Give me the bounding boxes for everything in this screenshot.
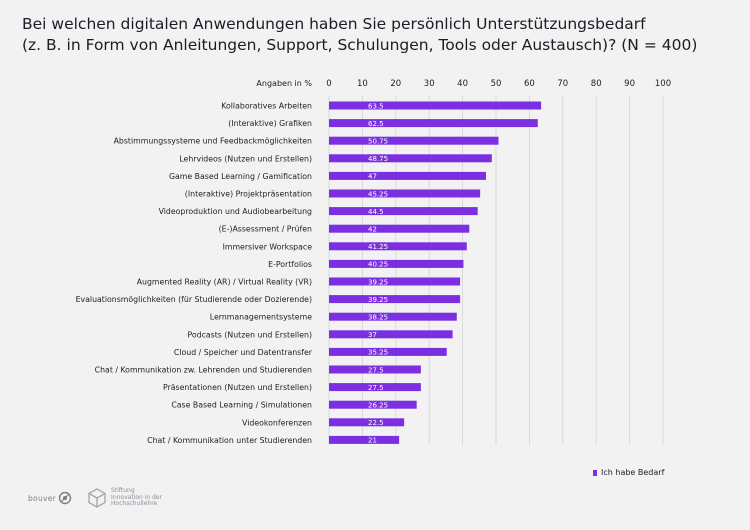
category-label: Chat / Kommunikation zw. Lehrenden und S… (95, 366, 312, 375)
bar (329, 136, 499, 145)
category-label: Lehrvideos (Nutzen und Erstellen) (179, 154, 312, 163)
x-tick-label: 100 (655, 79, 671, 89)
bar (329, 119, 538, 128)
category-label: Präsentationen (Nutzen und Erstellen) (163, 383, 312, 392)
bar-value-label: 21 (368, 437, 377, 445)
category-label: Videokonferenzen (242, 418, 312, 427)
x-tick-label: 20 (390, 79, 401, 89)
category-label: Augmented Reality (AR) / Virtual Reality… (137, 278, 312, 287)
axis-label: Angaben in % (256, 79, 312, 88)
bar (329, 242, 467, 251)
bar (329, 383, 421, 392)
legend: Ich habe Bedarf (593, 468, 664, 477)
x-tick-label: 60 (524, 79, 535, 89)
category-label: (E-)Assessment / Prüfen (219, 225, 312, 234)
bar-value-label: 27.5 (368, 384, 384, 392)
bar (329, 330, 453, 339)
bar (329, 347, 447, 356)
bar (329, 101, 542, 110)
bar-value-label: 50.75 (368, 138, 388, 146)
category-label: Case Based Learning / Simulationen (171, 401, 312, 410)
bar-value-label: 22.5 (368, 419, 384, 427)
logo-bouver-text: bouver (28, 493, 57, 503)
bar-value-label: 39.25 (368, 278, 388, 286)
x-tick-label: 30 (424, 79, 435, 89)
bar-value-label: 63.5 (368, 102, 384, 110)
category-label: (Interaktive) Grafiken (228, 119, 312, 128)
logo-stiftung-line2: Innovation in der (111, 493, 163, 501)
x-tick-label: 50 (491, 79, 502, 89)
bar-value-label: 40.25 (368, 261, 388, 269)
bar (329, 171, 486, 180)
bar-value-label: 38.25 (368, 314, 388, 322)
bar (329, 189, 481, 198)
bar (329, 365, 421, 374)
category-label: Videoproduktion und Audiobearbeitung (159, 207, 312, 216)
bar-value-label: 47 (368, 173, 377, 181)
x-tick-label: 90 (624, 79, 635, 89)
category-label: Cloud / Speicher und Datentransfer (174, 348, 313, 357)
x-tick-label: 40 (457, 79, 468, 89)
bar (329, 277, 461, 286)
bouver-mark-icon (58, 491, 72, 505)
bar (329, 259, 464, 268)
x-tick-label: 70 (557, 79, 568, 89)
category-label: (Interaktive) Projektpräsentation (185, 190, 312, 199)
bar-value-label: 37 (368, 331, 377, 339)
x-tick-label: 0 (326, 79, 331, 89)
category-label: Podcasts (Nutzen und Erstellen) (187, 330, 312, 339)
legend-swatch (593, 469, 597, 476)
bar (329, 295, 461, 304)
bar (329, 224, 470, 233)
logo-bouver: bouver (28, 490, 73, 506)
bar (329, 435, 400, 444)
logo-stiftung: Stiftung Innovation in der Hochschullehr… (87, 488, 162, 508)
bar-value-label: 42 (368, 226, 377, 234)
bar-value-label: 44.5 (368, 208, 384, 216)
bar-value-label: 45.25 (368, 190, 388, 198)
category-label: Chat / Kommunikation unter Studierenden (147, 436, 312, 445)
bar (329, 312, 457, 321)
category-label: Abstimmungssysteme und Feedbackmöglichke… (114, 137, 312, 146)
bar-value-label: 35.25 (368, 349, 388, 357)
bar (329, 207, 478, 216)
bar-value-label: 41.25 (368, 243, 388, 251)
bar (329, 418, 405, 427)
x-tick-label: 10 (357, 79, 368, 89)
bar-value-label: 27.5 (368, 366, 384, 374)
logo-stiftung-line1: Stiftung (111, 487, 135, 495)
bar-value-label: 48.75 (368, 155, 388, 163)
category-label: Lernmanagementsysteme (210, 313, 312, 322)
chart-title: Bei welchen digitalen Anwendungen haben … (22, 14, 722, 56)
bar-value-label: 26.25 (368, 402, 388, 410)
bar-value-label: 62.5 (368, 120, 384, 128)
category-label: Kollaboratives Arbeiten (221, 102, 312, 111)
cube-logo-icon (88, 488, 106, 508)
bar (329, 154, 492, 163)
category-label: Evaluationsmöglichkeiten (für Studierend… (76, 295, 312, 304)
x-tick-label: 80 (591, 79, 602, 89)
category-label: Immersiver Workspace (223, 242, 313, 251)
footer-logos: bouver Stiftung Innovation in der Hochsc… (28, 488, 162, 508)
category-label: Game Based Learning / Gamification (169, 172, 312, 181)
legend-label: Ich habe Bedarf (601, 468, 665, 477)
bar (329, 400, 417, 409)
category-label: E-Portfolios (268, 260, 312, 269)
logo-stiftung-line3: Hochschullehre (111, 500, 158, 508)
bar-value-label: 39.25 (368, 296, 388, 304)
title-line-2: (z. B. in Form von Anleitungen, Support,… (22, 36, 698, 54)
title-line-1: Bei welchen digitalen Anwendungen haben … (22, 15, 646, 33)
